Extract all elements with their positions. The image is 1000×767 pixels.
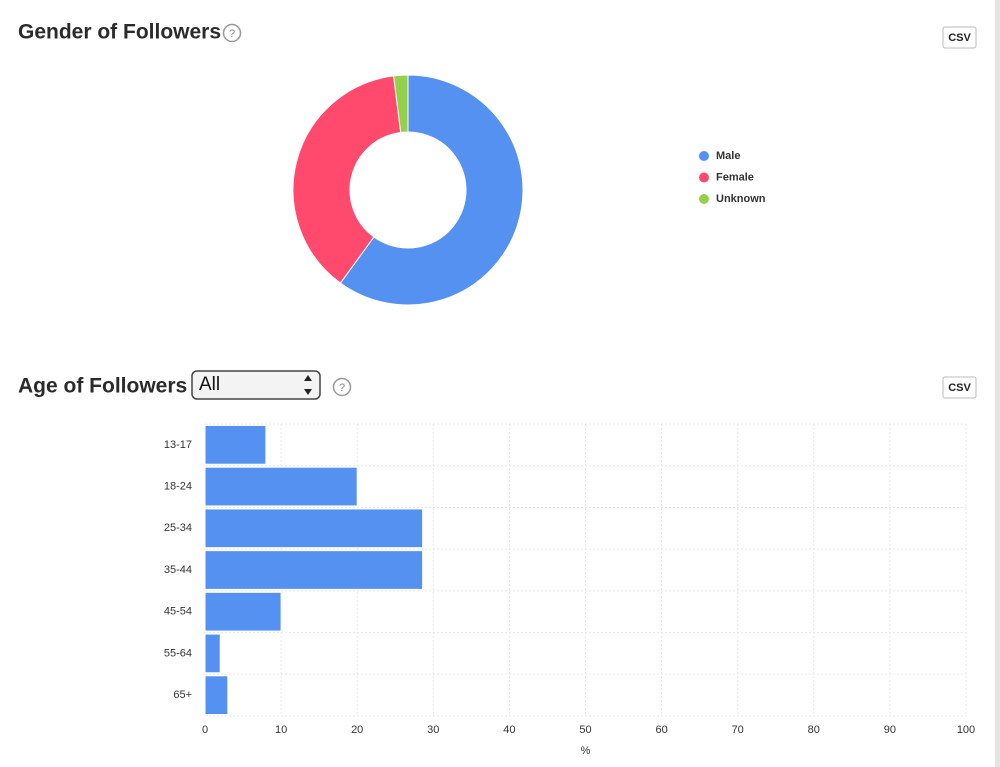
bar [204, 591, 282, 632]
csv-button-label[interactable]: CSV [948, 32, 971, 44]
x-tick-label: 90 [884, 724, 896, 736]
chart-title: Gender of Followers [18, 21, 221, 44]
x-tick-label: 60 [655, 724, 667, 736]
x-tick-label: 100 [957, 724, 975, 736]
x-tick-label: 80 [808, 724, 820, 736]
age-dropdown[interactable] [191, 370, 321, 400]
bar [204, 675, 229, 715]
legend-marker [699, 172, 709, 183]
donut-slice [393, 74, 409, 134]
help-icon[interactable] [332, 377, 352, 397]
x-tick-label: 40 [503, 724, 515, 736]
x-tick-label: 30 [427, 724, 439, 736]
legend-marker [699, 151, 709, 161]
y-tick-label: 55-64 [164, 647, 192, 659]
bar [204, 425, 267, 465]
y-tick-label: 25-34 [164, 522, 192, 534]
x-tick-label: 70 [732, 724, 744, 736]
csv-button[interactable] [942, 376, 977, 399]
y-tick-label: 13-17 [164, 439, 192, 451]
age-dropdown-value[interactable]: All [199, 374, 220, 395]
bar [204, 508, 424, 549]
help-icon-text[interactable]: ? [229, 28, 235, 40]
x-tick-label: 20 [351, 724, 363, 736]
help-icon[interactable] [222, 23, 242, 43]
legend-marker [699, 194, 709, 204]
scroll-edge [995, 0, 1000, 767]
chart-title: Age of Followers [18, 375, 187, 398]
y-tick-label: 65+ [173, 689, 192, 701]
donut-slice [339, 74, 524, 306]
csv-button-label[interactable]: CSV [948, 382, 971, 394]
y-tick-label: 18-24 [164, 480, 192, 492]
y-tick-label: 45-54 [164, 606, 192, 618]
help-icon-text[interactable]: ? [339, 382, 345, 394]
x-tick-label: 10 [275, 724, 287, 736]
dropdown-arrows[interactable] [304, 375, 312, 395]
donut-slice [292, 75, 402, 284]
legend-label: Male [716, 150, 740, 162]
x-axis-label: % [581, 745, 591, 757]
x-tick-label: 50 [579, 724, 591, 736]
x-tick-label: 0 [202, 724, 208, 736]
legend-label: Female [716, 171, 754, 183]
y-tick-label: 35-44 [164, 564, 192, 576]
legend-label: Unknown [716, 193, 766, 205]
bar [204, 633, 221, 674]
csv-button[interactable] [942, 26, 977, 49]
bar [204, 466, 358, 507]
bar [204, 550, 424, 590]
